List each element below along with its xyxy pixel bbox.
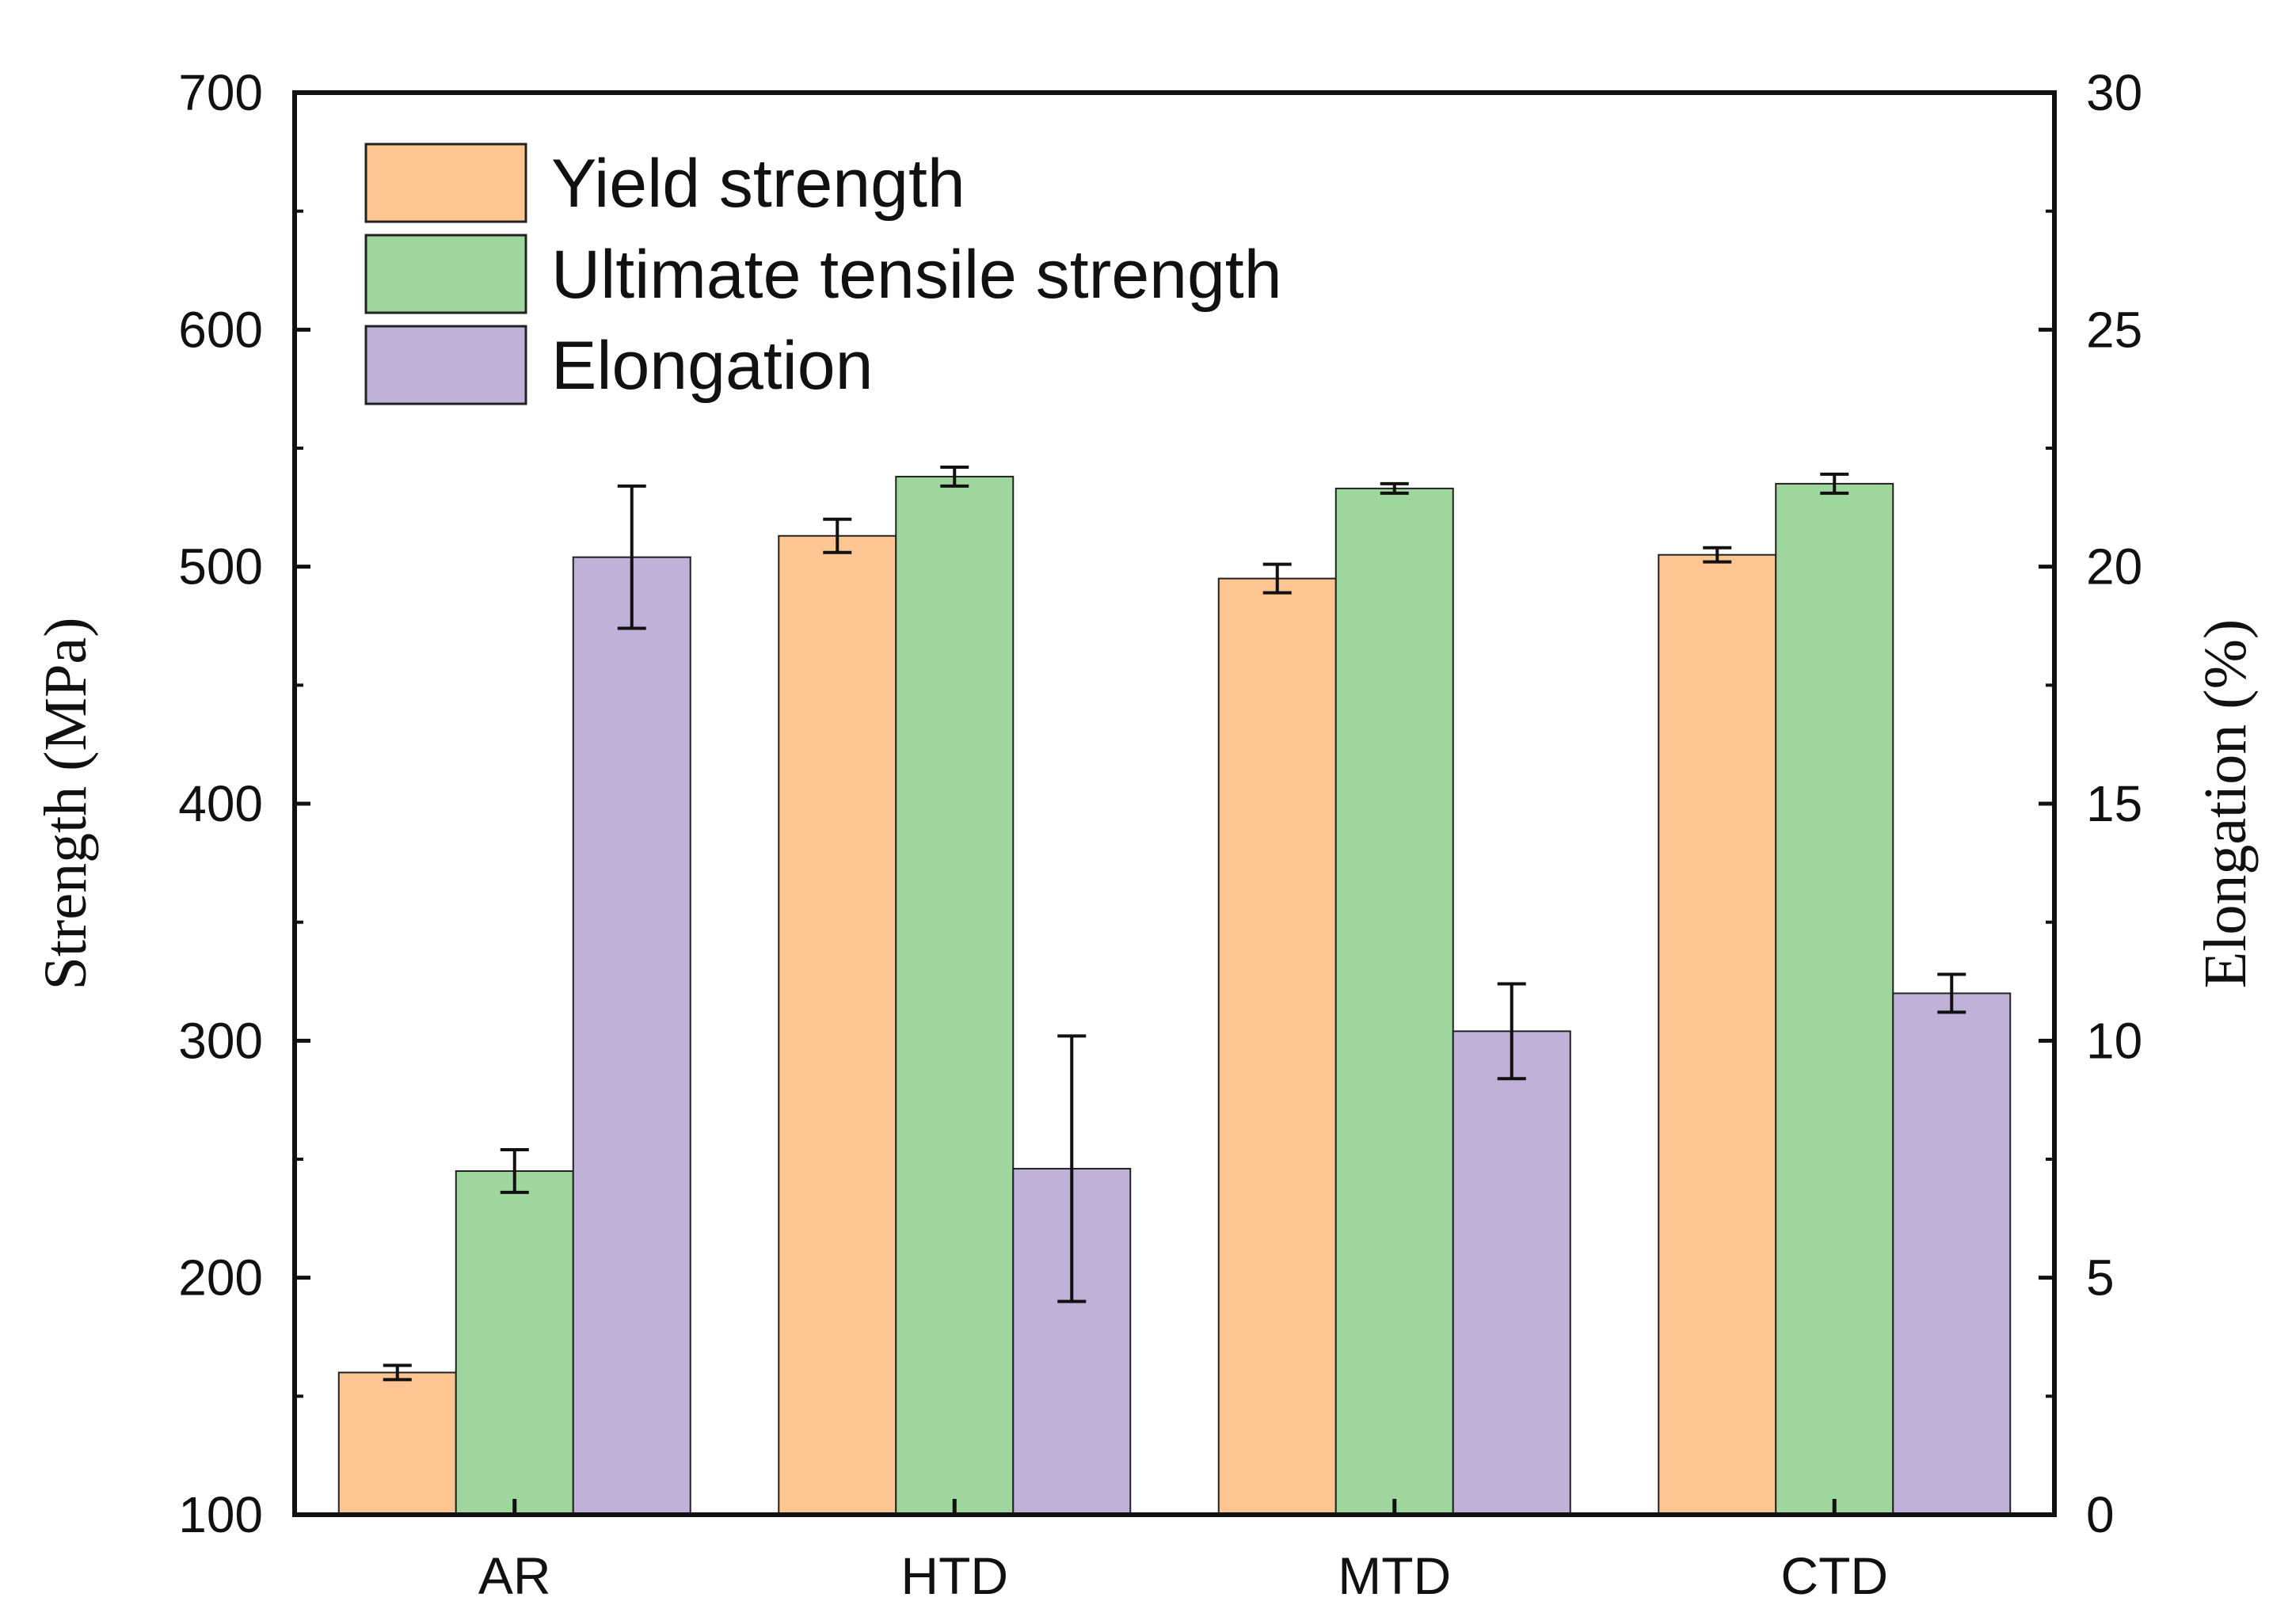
bars-layer [337,475,2012,1516]
left-tick-label: 400 [178,775,263,832]
bar-yield-strength-mtd [1217,577,1337,1516]
right-axis-title: Elongation (%) [2192,619,2259,988]
left-tick-label: 100 [178,1486,263,1543]
legend-swatch-elongation [364,325,527,405]
legend-label-ultimate-tensile-strength: Ultimate tensile strength [551,237,1282,313]
category-label-htd: HTD [900,1546,1008,1605]
bar-elongation-ctd [1892,992,2012,1516]
left-tick-label: 600 [178,301,263,358]
bar-yield-strength-ctd [1658,553,1777,1516]
left-tick-label: 200 [178,1249,263,1306]
right-tick-label: 25 [2086,301,2142,358]
bar-ultimate-tensile-strength-mtd [1334,487,1454,1516]
bar-yield-strength-ar [337,1371,457,1516]
bar-yield-strength-htd [778,534,897,1516]
right-tick-label: 10 [2086,1012,2142,1069]
error-bars-layer [383,465,1966,1382]
right-tick-label: 5 [2086,1249,2115,1306]
right-tick-label: 30 [2086,64,2142,121]
left-axis-title: Strength (MPa) [32,618,99,991]
legend-swatch-ultimate-tensile-strength [364,234,527,314]
bar-ultimate-tensile-strength-ar [455,1170,574,1516]
right-tick-label: 15 [2086,775,2142,832]
bar-ultimate-tensile-strength-ctd [1775,482,1894,1516]
legend-label-elongation: Elongation [551,328,873,404]
right-tick-label: 20 [2086,538,2142,595]
bar-elongation-ar [572,556,691,1516]
category-label-ctd: CTD [1780,1546,1888,1605]
axes-layer: 100 200 300 400 500 600 700 0 5 10 15 20 25 30 AR HTD MT… [32,64,2259,1605]
legend-swatch-yield-strength [364,143,527,223]
bar-ultimate-tensile-strength-htd [895,475,1015,1516]
category-label-ar: AR [478,1546,551,1605]
left-tick-label: 300 [178,1012,263,1069]
category-label-mtd: MTD [1338,1546,1451,1605]
left-tick-label: 700 [178,64,263,121]
right-tick-label: 0 [2086,1486,2115,1543]
left-tick-label: 500 [178,538,263,595]
legend-label-yield-strength: Yield strength [551,146,965,222]
bar-elongation-mtd [1452,1030,1571,1516]
legend: Yield strength Ultimate tensile strength E… [364,143,1282,405]
